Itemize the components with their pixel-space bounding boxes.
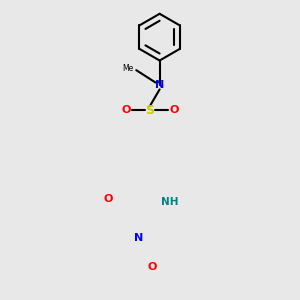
Text: O: O [121, 105, 130, 115]
Text: NH: NH [161, 197, 178, 207]
Text: N: N [155, 80, 164, 90]
Text: O: O [103, 194, 113, 204]
Text: Me: Me [122, 64, 134, 73]
Text: N: N [134, 233, 143, 243]
Text: O: O [169, 105, 179, 115]
Text: O: O [147, 262, 156, 272]
Text: S: S [146, 103, 154, 116]
